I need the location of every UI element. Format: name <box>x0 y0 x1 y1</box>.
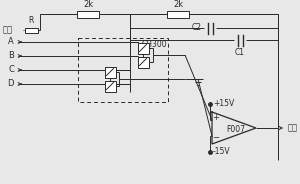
Text: 2k: 2k <box>83 0 93 9</box>
Text: C: C <box>8 66 14 75</box>
Text: +: + <box>213 114 219 123</box>
Text: 2k: 2k <box>173 0 183 9</box>
Text: CH300: CH300 <box>141 40 167 49</box>
Text: D: D <box>8 79 14 89</box>
Text: +15V: +15V <box>213 100 234 109</box>
Text: C2: C2 <box>192 22 202 31</box>
Bar <box>137 56 148 68</box>
Text: F007: F007 <box>226 125 245 135</box>
Bar <box>104 81 116 91</box>
Text: 输出: 输出 <box>288 123 298 132</box>
Text: R: R <box>28 16 34 25</box>
Bar <box>137 43 148 54</box>
Text: 输入: 输入 <box>3 26 13 35</box>
Text: B: B <box>8 52 14 61</box>
Bar <box>77 10 99 17</box>
Bar <box>78 38 168 102</box>
Text: C1: C1 <box>235 48 245 57</box>
Text: A: A <box>8 38 14 47</box>
Bar <box>167 10 189 17</box>
Bar <box>104 66 116 77</box>
Text: -15V: -15V <box>213 148 231 157</box>
Bar <box>25 27 38 33</box>
Text: −: − <box>212 134 220 142</box>
